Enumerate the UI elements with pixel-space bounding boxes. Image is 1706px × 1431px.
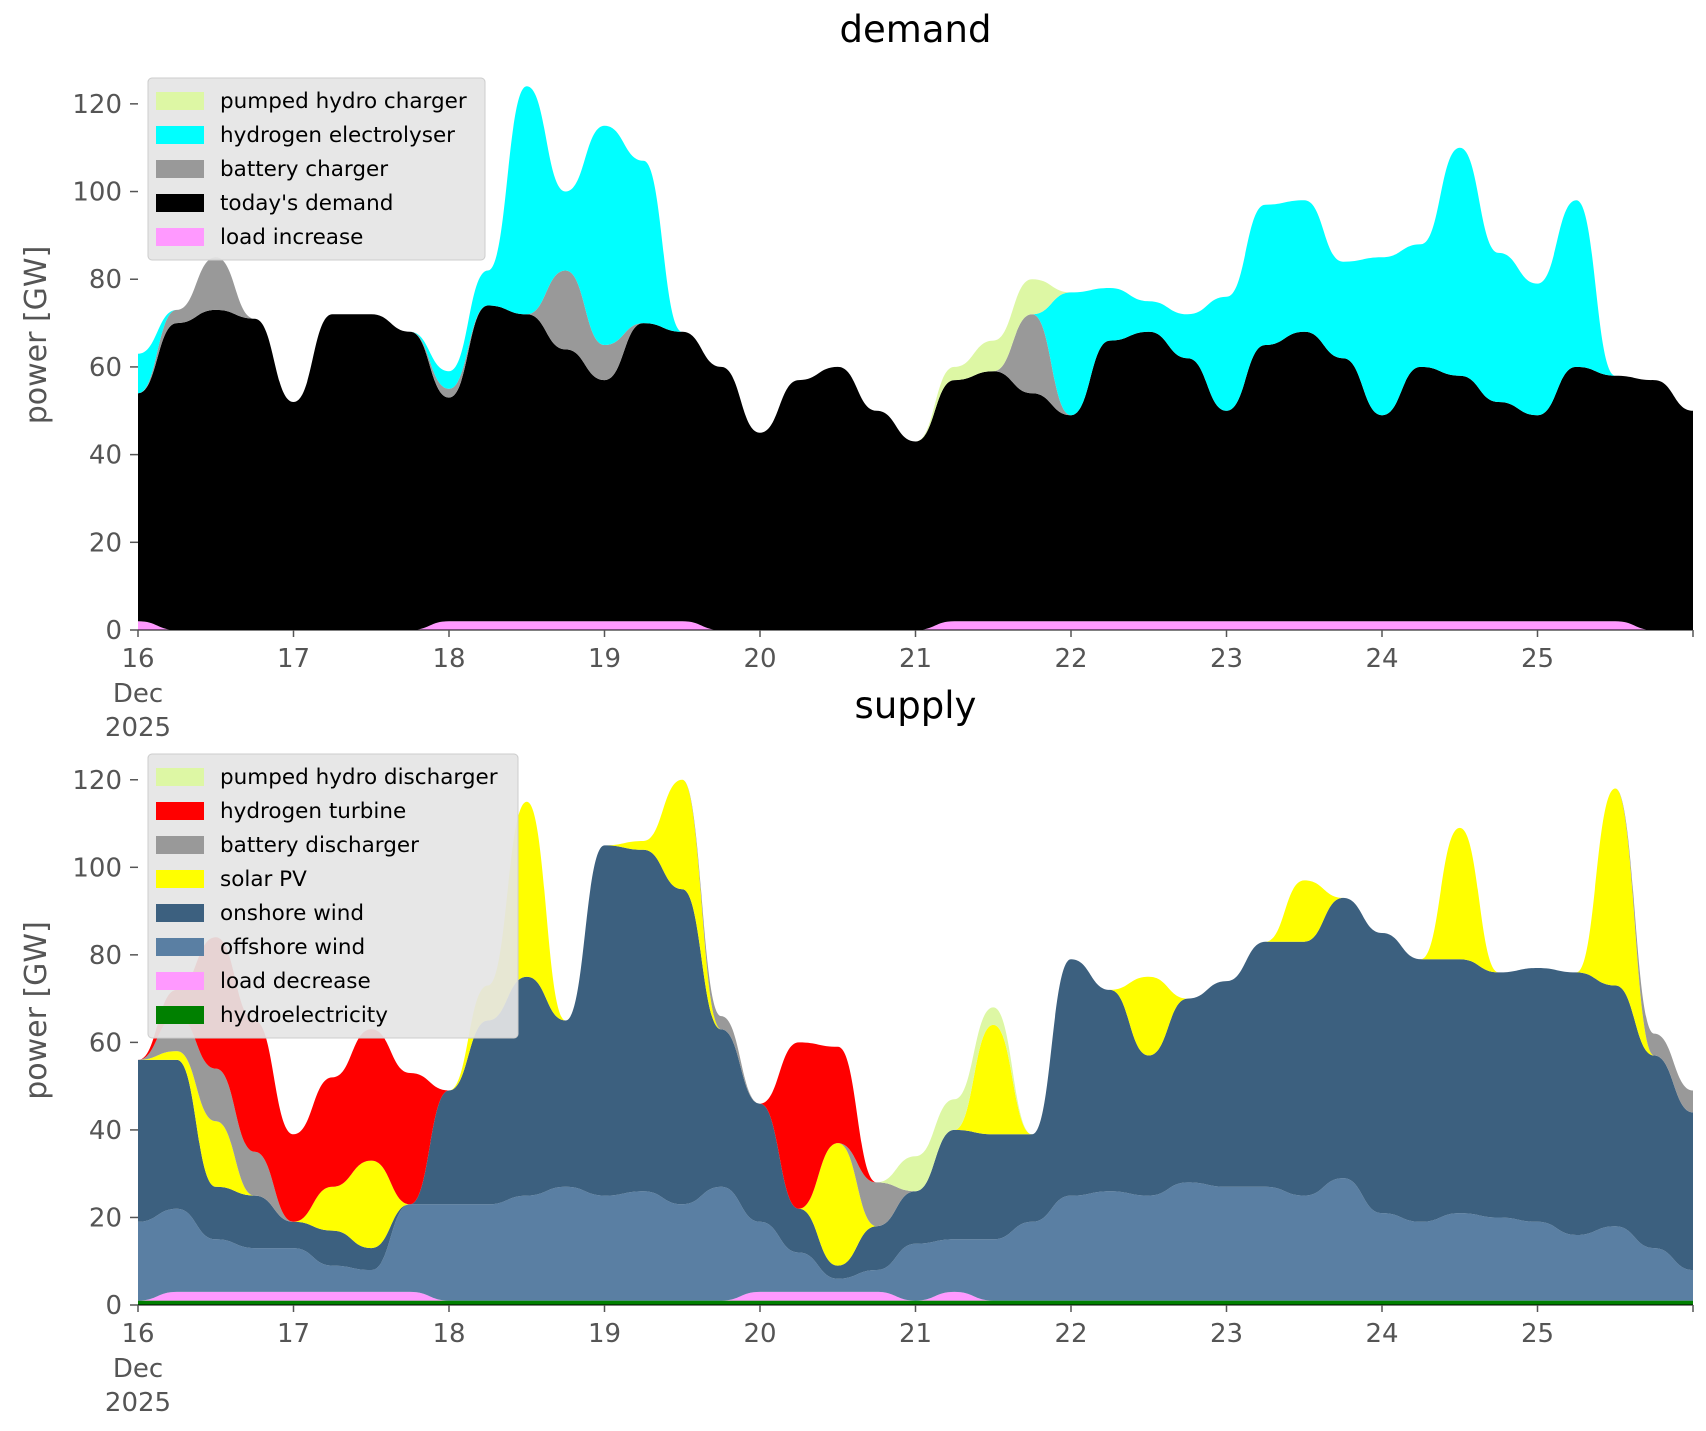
y-axis-label: power [GW] xyxy=(19,246,54,425)
x-tick-label: 16 xyxy=(121,1319,154,1349)
legend-label: pumped hydro discharger xyxy=(220,765,498,790)
supply-panel: supply 0 20 40 60 80 100 120 16 Dec 2025 17 18 19 20 21… xyxy=(19,684,1694,1418)
chart-title: supply xyxy=(855,684,977,727)
x-tick-label: 21 xyxy=(899,644,932,674)
x-tick-label: 18 xyxy=(432,644,465,674)
legend-label: solar PV xyxy=(220,867,307,892)
y-axis-label: power [GW] xyxy=(19,921,54,1100)
demand-panel: demand 0 20 40 60 80 100 120 16 Dec 2025 17 18 19 20 21… xyxy=(19,8,1694,743)
legend-label: battery discharger xyxy=(220,833,419,858)
x-tick-label: 17 xyxy=(277,644,310,674)
area-load-increase xyxy=(138,621,1693,630)
legend-label: hydrogen electrolyser xyxy=(220,123,455,148)
x-tick-label: 20 xyxy=(743,1319,776,1349)
legend-swatch xyxy=(156,870,204,888)
legend-swatch xyxy=(156,972,204,990)
area-hydrogen-electrolyser xyxy=(138,86,1693,442)
legend-swatch xyxy=(156,904,204,922)
area-today-s-demand xyxy=(138,305,1693,630)
x-tick-label: 18 xyxy=(432,1319,465,1349)
x-tick-label: 22 xyxy=(1054,1319,1087,1349)
legend-swatch xyxy=(156,126,204,144)
legend-label: onshore wind xyxy=(220,901,364,926)
legend-label: offshore wind xyxy=(220,935,365,960)
x-tick-label: 23 xyxy=(1210,1319,1243,1349)
y-tick-label: 100 xyxy=(72,853,122,883)
y-tick-label: 120 xyxy=(72,766,122,796)
legend-swatch xyxy=(156,836,204,854)
y-tick-label: 60 xyxy=(89,353,122,383)
x-tick-label: 25 xyxy=(1521,644,1554,674)
x-tick-sublabel: 2025 xyxy=(105,1388,171,1418)
legend-label: hydrogen turbine xyxy=(220,799,406,824)
area-hydroelectricity xyxy=(138,1300,1693,1305)
legend-label: pumped hydro charger xyxy=(220,89,467,114)
x-tick-label: 24 xyxy=(1365,1319,1398,1349)
x-tick-sublabel: 2025 xyxy=(105,713,171,743)
x-tick-label: 25 xyxy=(1521,1319,1554,1349)
area-hydrogen-turbine xyxy=(138,779,1693,1222)
x-tick-label: 16 xyxy=(121,644,154,674)
x-tick-label: 22 xyxy=(1054,644,1087,674)
chart-title: demand xyxy=(840,8,992,51)
area-solar-pv xyxy=(138,779,1693,1266)
legend-label: battery charger xyxy=(220,157,388,182)
legend: pumped hydro discharger hydrogen turbine b… xyxy=(147,753,519,1039)
legend-swatch xyxy=(156,938,204,956)
y-tick-label: 120 xyxy=(72,90,122,120)
legend-swatch xyxy=(156,228,204,246)
y-tick-label: 80 xyxy=(89,265,122,295)
stacked-areas xyxy=(138,779,1693,1305)
area-onshore-wind xyxy=(138,845,1693,1279)
y-tick-label: 20 xyxy=(89,528,122,558)
legend-box xyxy=(147,753,519,1039)
legend-swatch xyxy=(156,802,204,820)
x-tick-label: 20 xyxy=(743,644,776,674)
area-load-decrease xyxy=(138,1291,1693,1301)
legend-swatch xyxy=(156,160,204,178)
legend-swatch xyxy=(156,194,204,212)
stacked-areas xyxy=(138,86,1693,630)
legend: pumped hydro charger hydrogen electrolyse… xyxy=(147,77,486,261)
y-tick-label: 0 xyxy=(105,616,122,646)
legend-label: load increase xyxy=(220,225,363,250)
y-tick-label: 20 xyxy=(89,1203,122,1233)
x-tick-sublabel: Dec xyxy=(113,679,163,709)
y-tick-label: 60 xyxy=(89,1028,122,1058)
legend-swatch xyxy=(156,1006,204,1024)
y-tick-label: 40 xyxy=(89,441,122,471)
x-tick-label: 23 xyxy=(1210,644,1243,674)
y-tick-label: 0 xyxy=(105,1291,122,1321)
y-tick-label: 80 xyxy=(89,941,122,971)
x-tick-label: 24 xyxy=(1365,644,1398,674)
legend-swatch xyxy=(156,92,204,110)
legend-label: today's demand xyxy=(220,191,393,216)
x-tick-sublabel: Dec xyxy=(113,1354,163,1384)
legend-box xyxy=(147,77,486,261)
legend-label: hydroelectricity xyxy=(220,1003,388,1028)
x-tick-label: 17 xyxy=(277,1319,310,1349)
area-offshore-wind xyxy=(138,1178,1693,1301)
x-tick-label: 21 xyxy=(899,1319,932,1349)
x-tick-label: 19 xyxy=(588,1319,621,1349)
legend-swatch xyxy=(156,768,204,786)
y-tick-label: 40 xyxy=(89,1116,122,1146)
y-tick-label: 100 xyxy=(72,178,122,208)
x-tick-label: 19 xyxy=(588,644,621,674)
legend-label: load decrease xyxy=(220,969,371,994)
